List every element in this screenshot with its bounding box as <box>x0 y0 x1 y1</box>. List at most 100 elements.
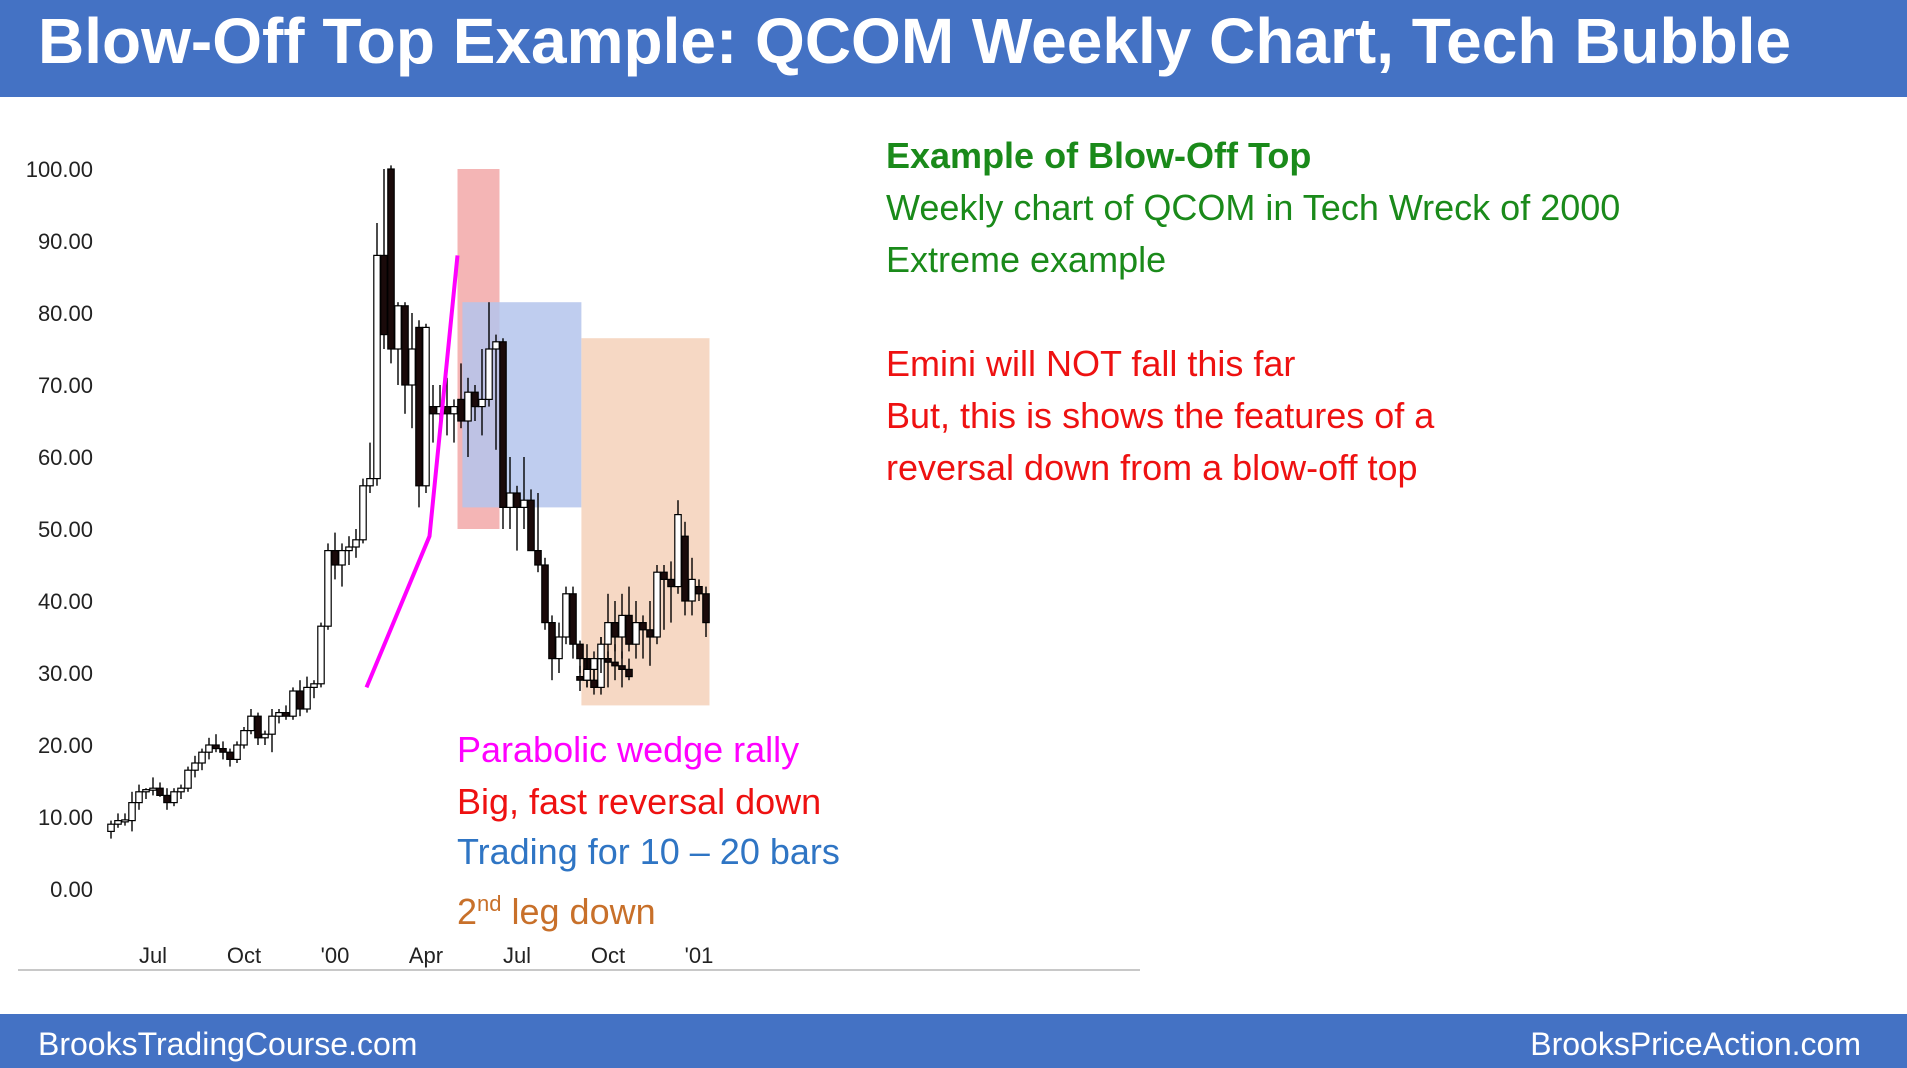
bull-candle <box>618 614 626 638</box>
bull-candle <box>674 513 682 588</box>
bull-candle <box>653 571 661 638</box>
bear-candle <box>226 751 234 761</box>
bull-candle <box>268 715 276 735</box>
bear-candle <box>401 305 409 386</box>
bear-candle <box>618 665 626 670</box>
bull-candle <box>492 341 500 350</box>
bear-candle <box>541 564 549 624</box>
bull-candle <box>590 657 598 670</box>
annotation-extreme: Extreme example <box>886 239 1167 280</box>
bull-candle <box>464 391 472 422</box>
bull-candle <box>310 683 318 688</box>
bear-candle <box>604 657 612 663</box>
bear-candle <box>576 675 584 681</box>
bull-candle <box>128 801 136 822</box>
annotation-emini: Emini will NOT fall this far <box>886 343 1296 384</box>
bull-candle <box>485 348 493 401</box>
bull-candle <box>520 499 528 509</box>
bull-candle <box>289 690 297 717</box>
x-tick-label: Oct <box>591 943 625 968</box>
candlestick-chart: 100.00 90.00 80.00 70.00 60.00 50.00 40.00 30.0… <box>18 157 1140 971</box>
bear-candle <box>611 621 619 638</box>
bear-candle <box>590 679 598 689</box>
bull-candle <box>562 593 570 638</box>
bull-candle <box>324 549 332 627</box>
y-tick-label: 60.00 <box>38 445 93 470</box>
y-tick-label: 10.00 <box>38 805 93 830</box>
bull-candle <box>233 744 241 760</box>
annotation-heading: Example of Blow-Off Top <box>886 135 1312 176</box>
annotation-big-fast: Big, fast reversal down <box>457 781 822 822</box>
bear-candle <box>156 787 164 797</box>
bear-candle <box>702 593 710 624</box>
bear-candle <box>212 744 220 750</box>
x-tick-label: Jul <box>503 943 531 968</box>
bull-candle <box>583 668 591 681</box>
bear-candle <box>569 593 577 645</box>
bear-candle <box>576 643 584 660</box>
bull-candle <box>121 819 129 823</box>
bull-candle <box>478 398 486 408</box>
footer-left-site: BrooksTradingCourse.com <box>38 1026 418 1062</box>
bear-candle <box>457 398 465 422</box>
bull-candle <box>303 686 311 710</box>
bull-candle <box>149 787 157 791</box>
bull-candle <box>184 769 192 789</box>
bull-candle <box>688 578 696 602</box>
bull-candle <box>345 546 353 552</box>
bear-candle <box>625 614 633 645</box>
bull-candle <box>261 733 269 739</box>
bull-candle <box>240 729 248 746</box>
bull-candle <box>450 406 458 415</box>
bear-candle <box>499 341 507 508</box>
bear-candle <box>443 406 451 415</box>
bear-candle <box>548 621 556 660</box>
footer-right-site: BrooksPriceAction.com <box>1530 1026 1861 1062</box>
bull-candle <box>198 751 206 764</box>
bear-candle <box>513 492 521 508</box>
bear-candle <box>429 406 437 415</box>
bull-candle <box>135 791 143 804</box>
bear-candle <box>660 571 668 581</box>
bull-candle <box>191 762 199 771</box>
y-tick-label: 20.00 <box>38 733 93 758</box>
y-tick-label: 50.00 <box>38 517 93 542</box>
bull-candle <box>107 823 115 833</box>
bull-candle <box>422 326 430 487</box>
bear-candle <box>681 535 689 602</box>
bear-candle <box>646 629 654 638</box>
bull-candle <box>170 791 178 804</box>
annotation-trading-range: Trading for 10 – 20 bars <box>457 831 840 872</box>
bull-candle <box>366 478 374 487</box>
bear-candle <box>331 549 339 566</box>
bull-candle <box>394 305 402 350</box>
annotation-second-leg: 2nd leg down <box>457 891 656 932</box>
bear-candle <box>527 499 535 552</box>
bear-candle <box>625 668 633 678</box>
bull-candle <box>247 715 255 732</box>
bull-candle <box>632 621 640 645</box>
bull-candle <box>142 789 150 793</box>
x-tick-label: '01 <box>685 943 714 968</box>
y-tick-label: 40.00 <box>38 589 93 614</box>
bull-candle <box>275 711 283 717</box>
bull-candle <box>373 254 381 480</box>
bull-candle <box>352 539 360 548</box>
bull-candle <box>506 492 514 508</box>
y-tick-label: 30.00 <box>38 661 93 686</box>
y-tick-label: 0.00 <box>50 877 93 902</box>
bull-candle <box>597 643 605 660</box>
y-tick-label: 70.00 <box>38 373 93 398</box>
slide-title: Blow-Off Top Example: QCOM Weekly Chart,… <box>38 5 1792 77</box>
bear-candle <box>667 578 675 588</box>
y-tick-label: 80.00 <box>38 301 93 326</box>
bear-candle <box>219 747 227 753</box>
bear-candle <box>282 711 290 717</box>
bear-candle <box>415 326 423 487</box>
bull-candle <box>555 636 563 660</box>
bear-candle <box>380 254 388 336</box>
title-bar: Blow-Off Top Example: QCOM Weekly Chart,… <box>0 0 1907 97</box>
annotation-parabolic: Parabolic wedge rally <box>457 729 800 770</box>
annotation-weekly: Weekly chart of QCOM in Tech Wreck of 20… <box>886 187 1621 228</box>
parabolic-wedge-line <box>364 255 460 689</box>
